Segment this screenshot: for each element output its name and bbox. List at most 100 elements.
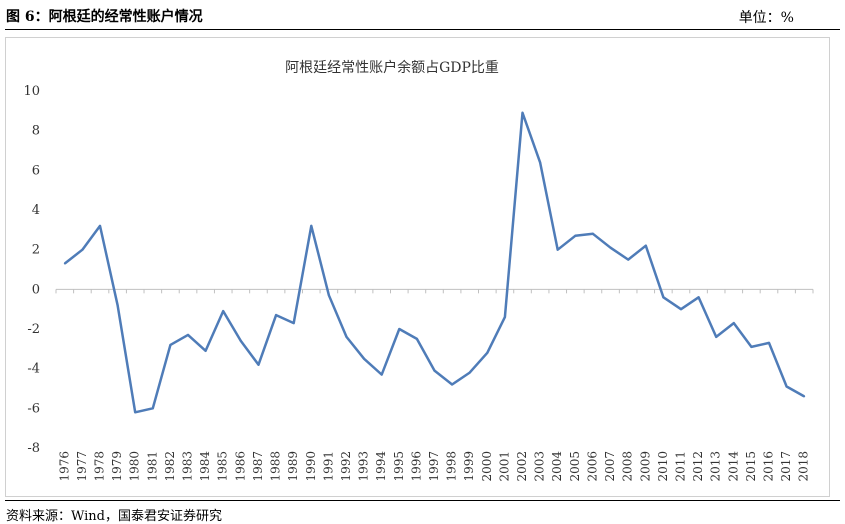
y-tick-label: -8 [27, 441, 40, 456]
data-point [169, 343, 172, 346]
x-tick-label: 2017 [779, 451, 793, 482]
x-tick-label: 2009 [638, 451, 652, 482]
data-point [222, 310, 225, 313]
series-line [64, 111, 805, 414]
x-tick-label: 1990 [304, 451, 318, 482]
y-tick-label: 0 [32, 282, 40, 297]
figure-unit: 单位：% [738, 10, 794, 26]
data-point [785, 385, 788, 388]
y-tick-label: -2 [27, 322, 40, 337]
data-point [750, 345, 753, 348]
series-group [63, 111, 806, 414]
x-tick-label: 2003 [533, 451, 547, 482]
data-point [398, 328, 401, 330]
y-tick-label: -4 [27, 362, 40, 377]
data-point [644, 244, 647, 247]
data-point [468, 371, 471, 374]
footer-rule [5, 500, 840, 501]
x-tick-label: 2015 [744, 451, 758, 482]
x-tick-label: 2008 [621, 451, 635, 482]
x-tick-label: 1987 [251, 451, 265, 482]
x-tick-label: 1985 [216, 451, 230, 482]
x-tick-label: 2010 [656, 451, 670, 482]
x-tick-label: 1977 [75, 451, 89, 482]
data-point [275, 314, 278, 317]
figure-header: 图 6：阿根廷的经常性账户情况 单位：% [6, 6, 839, 26]
y-tick-label: -6 [27, 401, 40, 416]
data-point [433, 369, 436, 372]
x-tick-label: 1984 [198, 451, 212, 482]
data-point [187, 333, 190, 336]
x-tick-label: 2013 [709, 451, 723, 482]
x-tick-label: 1995 [392, 451, 406, 482]
x-tick-label: 1994 [374, 451, 388, 482]
x-tick-label: 1980 [128, 451, 142, 482]
data-point [591, 232, 594, 235]
x-tick-label: 2000 [480, 451, 494, 482]
data-point [415, 337, 418, 340]
x-tick-label: 1979 [110, 451, 124, 482]
data-point [627, 258, 630, 261]
data-point [134, 411, 137, 414]
chart-area: 阿根廷经常性账户余额占GDP比重 -8 -6 -4 -2 0 2 4 6 8 10 1976 197… [5, 37, 830, 497]
data-point [239, 339, 242, 342]
y-tick-label: 4 [32, 203, 40, 218]
x-tick-label: 2004 [550, 451, 564, 482]
figure-title: 图 6：阿根廷的经常性账户情况 [6, 9, 203, 25]
x-tick-label: 1998 [445, 451, 459, 482]
data-point [503, 316, 506, 319]
data-point [257, 363, 260, 366]
chart-title: 阿根廷经常性账户余额占GDP比重 [285, 59, 499, 76]
data-point [697, 296, 700, 299]
y-tick-label: 2 [32, 243, 40, 258]
data-point [767, 341, 770, 344]
x-tick-label: 1976 [57, 451, 71, 482]
x-tick-label: 1981 [145, 451, 159, 482]
x-tick-label: 2018 [797, 451, 811, 482]
x-tick-label: 1978 [93, 451, 107, 482]
x-tick-label: 2007 [603, 451, 617, 482]
data-point [116, 304, 119, 307]
x-axis-ticks: 1976 1977 1978 1979 1980 1981 1982 1983 1984 1985… [57, 451, 810, 482]
x-tick-label: 1982 [163, 451, 177, 482]
x-tick-label: 1997 [427, 451, 441, 482]
x-tick-label: 1993 [357, 451, 371, 482]
data-point [327, 294, 330, 297]
data-point [732, 322, 735, 325]
data-point [715, 335, 718, 338]
x-tick-label: 1988 [269, 451, 283, 482]
data-point [486, 351, 489, 354]
y-tick-label: 10 [23, 84, 40, 99]
data-point [81, 248, 84, 251]
data-point [292, 322, 295, 325]
data-point [99, 224, 102, 227]
x-tick-label: 1991 [321, 451, 335, 482]
x-tick-label: 1992 [339, 451, 353, 482]
data-point [662, 296, 665, 299]
data-point [609, 246, 612, 249]
x-tick-label: 2016 [761, 451, 775, 482]
x-tick-label: 1983 [181, 451, 195, 482]
data-point [151, 407, 154, 410]
header-rule [5, 29, 840, 30]
x-tick-label: 1996 [409, 451, 423, 482]
data-point [556, 248, 559, 251]
x-tick-label: 1989 [286, 451, 300, 482]
data-point [363, 357, 366, 360]
x-tick-label: 2001 [497, 451, 511, 482]
data-point [679, 308, 682, 311]
x-tick-label: 1986 [233, 451, 247, 482]
data-point [451, 383, 454, 386]
x-tick-label: 2006 [585, 451, 599, 482]
data-point [204, 349, 207, 352]
x-tick-label: 2002 [515, 451, 529, 482]
data-point [310, 224, 313, 227]
data-point [539, 161, 542, 164]
data-point [574, 234, 577, 237]
y-tick-label: 8 [32, 124, 40, 139]
y-tick-label: 6 [32, 163, 40, 178]
data-point [803, 395, 806, 398]
x-axis-tick-marks [55, 289, 814, 294]
x-tick-label: 2005 [568, 451, 582, 482]
x-tick-label: 2011 [673, 451, 687, 482]
